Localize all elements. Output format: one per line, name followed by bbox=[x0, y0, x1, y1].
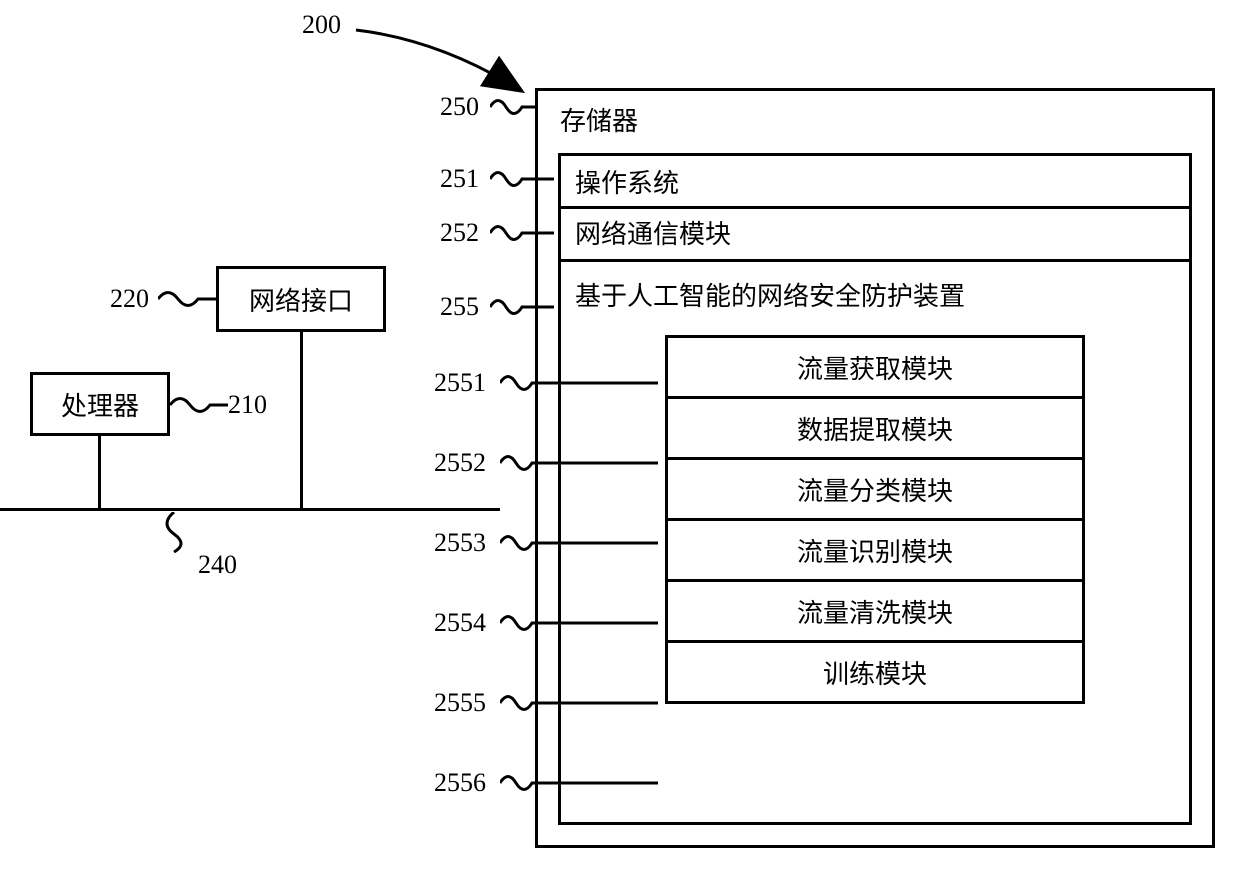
processor-box: 处理器 bbox=[30, 372, 170, 436]
os-ref: 251 bbox=[440, 164, 479, 194]
comm-leader bbox=[490, 220, 556, 246]
mem-row-comm-label: 网络通信模块 bbox=[575, 214, 731, 251]
netif-stub bbox=[300, 332, 303, 508]
mem-row-os-label: 操作系统 bbox=[575, 163, 679, 200]
module-row-1: 数据提取模块 bbox=[665, 396, 1085, 460]
module-row-0: 流量获取模块 bbox=[665, 335, 1085, 399]
bus-ref: 240 bbox=[198, 550, 237, 580]
mod-leader-5 bbox=[500, 770, 660, 796]
module-row-3: 流量识别模块 bbox=[665, 518, 1085, 582]
module-stack: 流量获取模块 数据提取模块 流量分类模块 流量识别模块 流量清洗模块 训练模块 bbox=[665, 335, 1085, 704]
device-ref: 255 bbox=[440, 292, 479, 322]
mem-row-os: 操作系统 bbox=[558, 153, 1192, 209]
os-leader bbox=[490, 166, 556, 192]
mod-ref-4: 2555 bbox=[434, 688, 486, 718]
module-label-4: 流量清洗模块 bbox=[797, 593, 953, 630]
memory-leader bbox=[490, 94, 538, 120]
processor-leader bbox=[170, 392, 230, 418]
bus-line bbox=[0, 508, 500, 511]
mod-leader-4 bbox=[500, 690, 660, 716]
mod-leader-1 bbox=[500, 450, 660, 476]
module-label-2: 流量分类模块 bbox=[797, 471, 953, 508]
net-if-box: 网络接口 bbox=[216, 266, 386, 332]
module-row-5: 训练模块 bbox=[665, 640, 1085, 704]
processor-label: 处理器 bbox=[61, 386, 139, 423]
module-label-3: 流量识别模块 bbox=[797, 532, 953, 569]
module-label-5: 训练模块 bbox=[823, 654, 927, 691]
mem-row-comm: 网络通信模块 bbox=[558, 206, 1192, 262]
module-row-2: 流量分类模块 bbox=[665, 457, 1085, 521]
module-row-4: 流量清洗模块 bbox=[665, 579, 1085, 643]
mod-ref-5: 2556 bbox=[434, 768, 486, 798]
net-if-label: 网络接口 bbox=[249, 281, 353, 318]
module-label-0: 流量获取模块 bbox=[797, 349, 953, 386]
mod-ref-3: 2554 bbox=[434, 608, 486, 638]
mod-leader-3 bbox=[500, 610, 660, 636]
mod-ref-0: 2551 bbox=[434, 368, 486, 398]
device-leader bbox=[490, 294, 556, 320]
net-if-leader bbox=[158, 286, 218, 312]
comm-ref: 252 bbox=[440, 218, 479, 248]
processor-stub bbox=[98, 436, 101, 508]
device-title: 基于人工智能的网络安全防护装置 bbox=[575, 276, 1175, 313]
net-if-ref: 220 bbox=[110, 284, 149, 314]
memory-ref: 250 bbox=[440, 92, 479, 122]
mod-ref-1: 2552 bbox=[434, 448, 486, 478]
bus-leader bbox=[150, 512, 198, 554]
processor-ref: 210 bbox=[228, 390, 267, 420]
mod-leader-0 bbox=[500, 370, 660, 396]
diagram-canvas: 200 网络接口 220 处理器 210 240 存储器 操作系统 bbox=[0, 0, 1240, 877]
figure-ref: 200 bbox=[302, 10, 341, 40]
module-label-1: 数据提取模块 bbox=[797, 410, 953, 447]
mod-ref-2: 2553 bbox=[434, 528, 486, 558]
mod-leader-2 bbox=[500, 530, 660, 556]
memory-title: 存储器 bbox=[560, 101, 638, 138]
